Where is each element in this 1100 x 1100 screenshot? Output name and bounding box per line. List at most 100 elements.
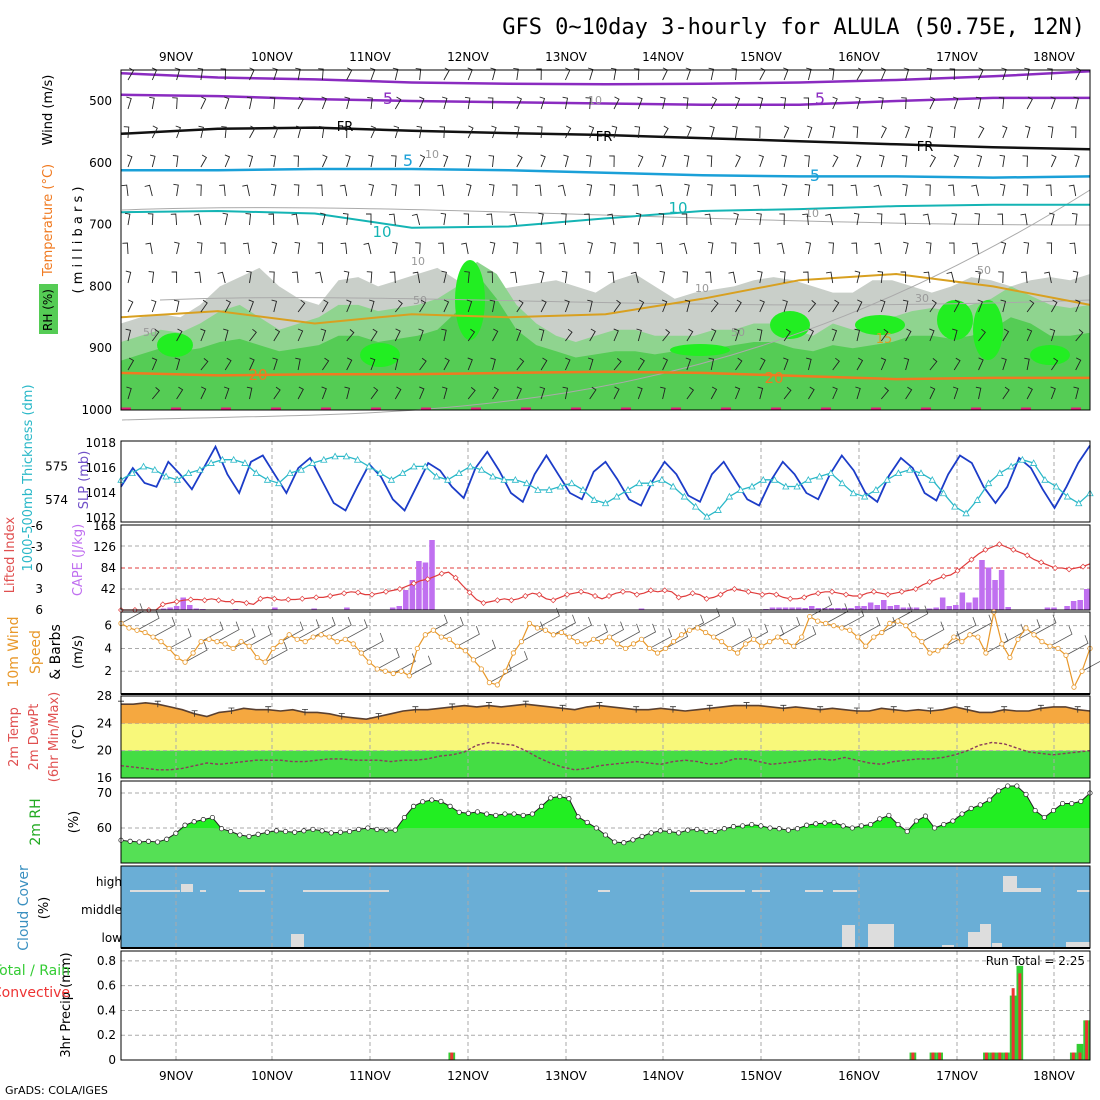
wind-barb: [927, 125, 933, 139]
rh2m-marker: [913, 818, 919, 824]
wind-barb: [710, 299, 719, 313]
wind-barb: [636, 328, 642, 342]
wind-barb: [363, 242, 372, 255]
precip-convective-bar: [1004, 1052, 1008, 1060]
wind-speed-marker: [150, 634, 156, 640]
wind-speed-marker: [462, 648, 468, 654]
wind-barb: [661, 299, 668, 313]
cape-bar: [422, 562, 429, 610]
wind-barb: [978, 328, 986, 342]
rh2m-marker: [831, 819, 837, 825]
thickness-marker: [849, 489, 858, 497]
wind-barb: [923, 271, 931, 284]
wind-barb: [929, 154, 937, 168]
wind-barb: [949, 68, 956, 81]
rh2m-marker: [346, 828, 353, 835]
wind-barb: [826, 271, 834, 284]
cape-bar: [776, 607, 782, 610]
wind-speed-marker: [598, 639, 605, 645]
rh2m-marker: [849, 825, 855, 831]
wind-barb: [804, 184, 811, 197]
wind-barb: [536, 68, 542, 81]
wind-barb: [662, 329, 671, 342]
rh-blob-high: [937, 300, 973, 340]
isotherm-10: [120, 203, 1090, 229]
precip-legend-total: Total / Rain: [0, 963, 70, 979]
wind-barb: [291, 213, 299, 226]
rh2m-marker: [868, 821, 874, 828]
wind-barb-10m: [809, 596, 833, 617]
wind-speed-marker: [254, 654, 260, 661]
wind-barb: [200, 96, 207, 110]
date-label-top: 17NOV: [936, 50, 978, 64]
thickness-marker: [184, 469, 193, 477]
temp-label-units: (°C): [71, 724, 86, 750]
wind-speed-marker: [414, 645, 420, 652]
wind-barb: [1026, 386, 1033, 400]
contour-label: 5: [383, 89, 393, 108]
rh2m-marker: [493, 812, 499, 818]
wind-barb: [321, 96, 327, 110]
rh-blob-high: [973, 300, 1003, 360]
cape-bar: [802, 608, 808, 610]
cape-bar: [403, 590, 409, 610]
wind-barb: [634, 126, 641, 139]
wind-barb: [946, 271, 955, 284]
figure-title: GFS 0~10day 3-hourly for ALULA (50.75E, …: [502, 15, 1085, 40]
wind-barb: [735, 357, 743, 371]
contour-label: 15: [876, 332, 893, 347]
wind-tick-label: 4: [104, 641, 112, 655]
thickness-marker: [973, 496, 981, 503]
rh2m-marker: [959, 811, 965, 817]
wind-speed-marker: [478, 666, 484, 672]
cape-bar: [815, 608, 822, 610]
wind-speed-marker: [438, 634, 444, 640]
wind-barb: [346, 329, 355, 342]
wind-barb: [394, 386, 402, 400]
wind-barb-10m: [184, 641, 208, 663]
wind-barb: [953, 357, 961, 371]
wind-barb: [197, 67, 204, 81]
rh2m-axis-units: (%): [67, 811, 82, 834]
wind-barb: [125, 270, 132, 284]
panel-frame: [120, 695, 1091, 779]
date-label-bottom: 16NOV: [838, 1069, 880, 1083]
wind-barb: [1073, 386, 1079, 400]
rh2m-tick-label: 70: [97, 786, 112, 800]
wind-barb: [902, 183, 908, 197]
wind-barb: [124, 212, 131, 226]
wind-barb: [707, 184, 713, 197]
cloud-cell: [598, 890, 610, 892]
thickness-marker: [410, 462, 418, 470]
wind-barb: [899, 213, 907, 226]
wind-barb: [780, 96, 787, 110]
lifted-index-marker: [815, 590, 822, 597]
wind-barb: [613, 358, 622, 371]
date-label-top: 10NOV: [251, 50, 293, 64]
wind-barb-10m: [569, 616, 592, 638]
contour-rh-10: [121, 189, 1091, 421]
cape-bar: [985, 567, 992, 610]
wind-barb: [1000, 299, 1007, 313]
wind-speed-marker: [326, 634, 332, 640]
thickness-marker: [624, 486, 632, 493]
slp-tick-label: 1012: [85, 511, 116, 525]
wind-barb-10m: [361, 632, 384, 654]
thickness-marker: [635, 479, 643, 487]
thickness-marker: [342, 452, 351, 460]
wind-barb: [440, 212, 447, 226]
wind-barb: [952, 328, 958, 342]
cape-bar: [835, 608, 841, 610]
isotherm-minus10: [120, 70, 1091, 86]
wind-barb: [1047, 68, 1053, 81]
wind-speed-marker: [358, 650, 364, 656]
wind-barb: [950, 126, 956, 139]
cape-bar: [272, 607, 278, 610]
temp-errorbar: [817, 706, 824, 713]
temp-label-line1: 2m Temp: [7, 707, 22, 767]
wind-barb: [537, 126, 543, 139]
wind-barb: [929, 299, 937, 313]
wind-barb: [783, 386, 792, 400]
wind-barb: [488, 183, 495, 197]
cape-bar: [854, 606, 861, 610]
